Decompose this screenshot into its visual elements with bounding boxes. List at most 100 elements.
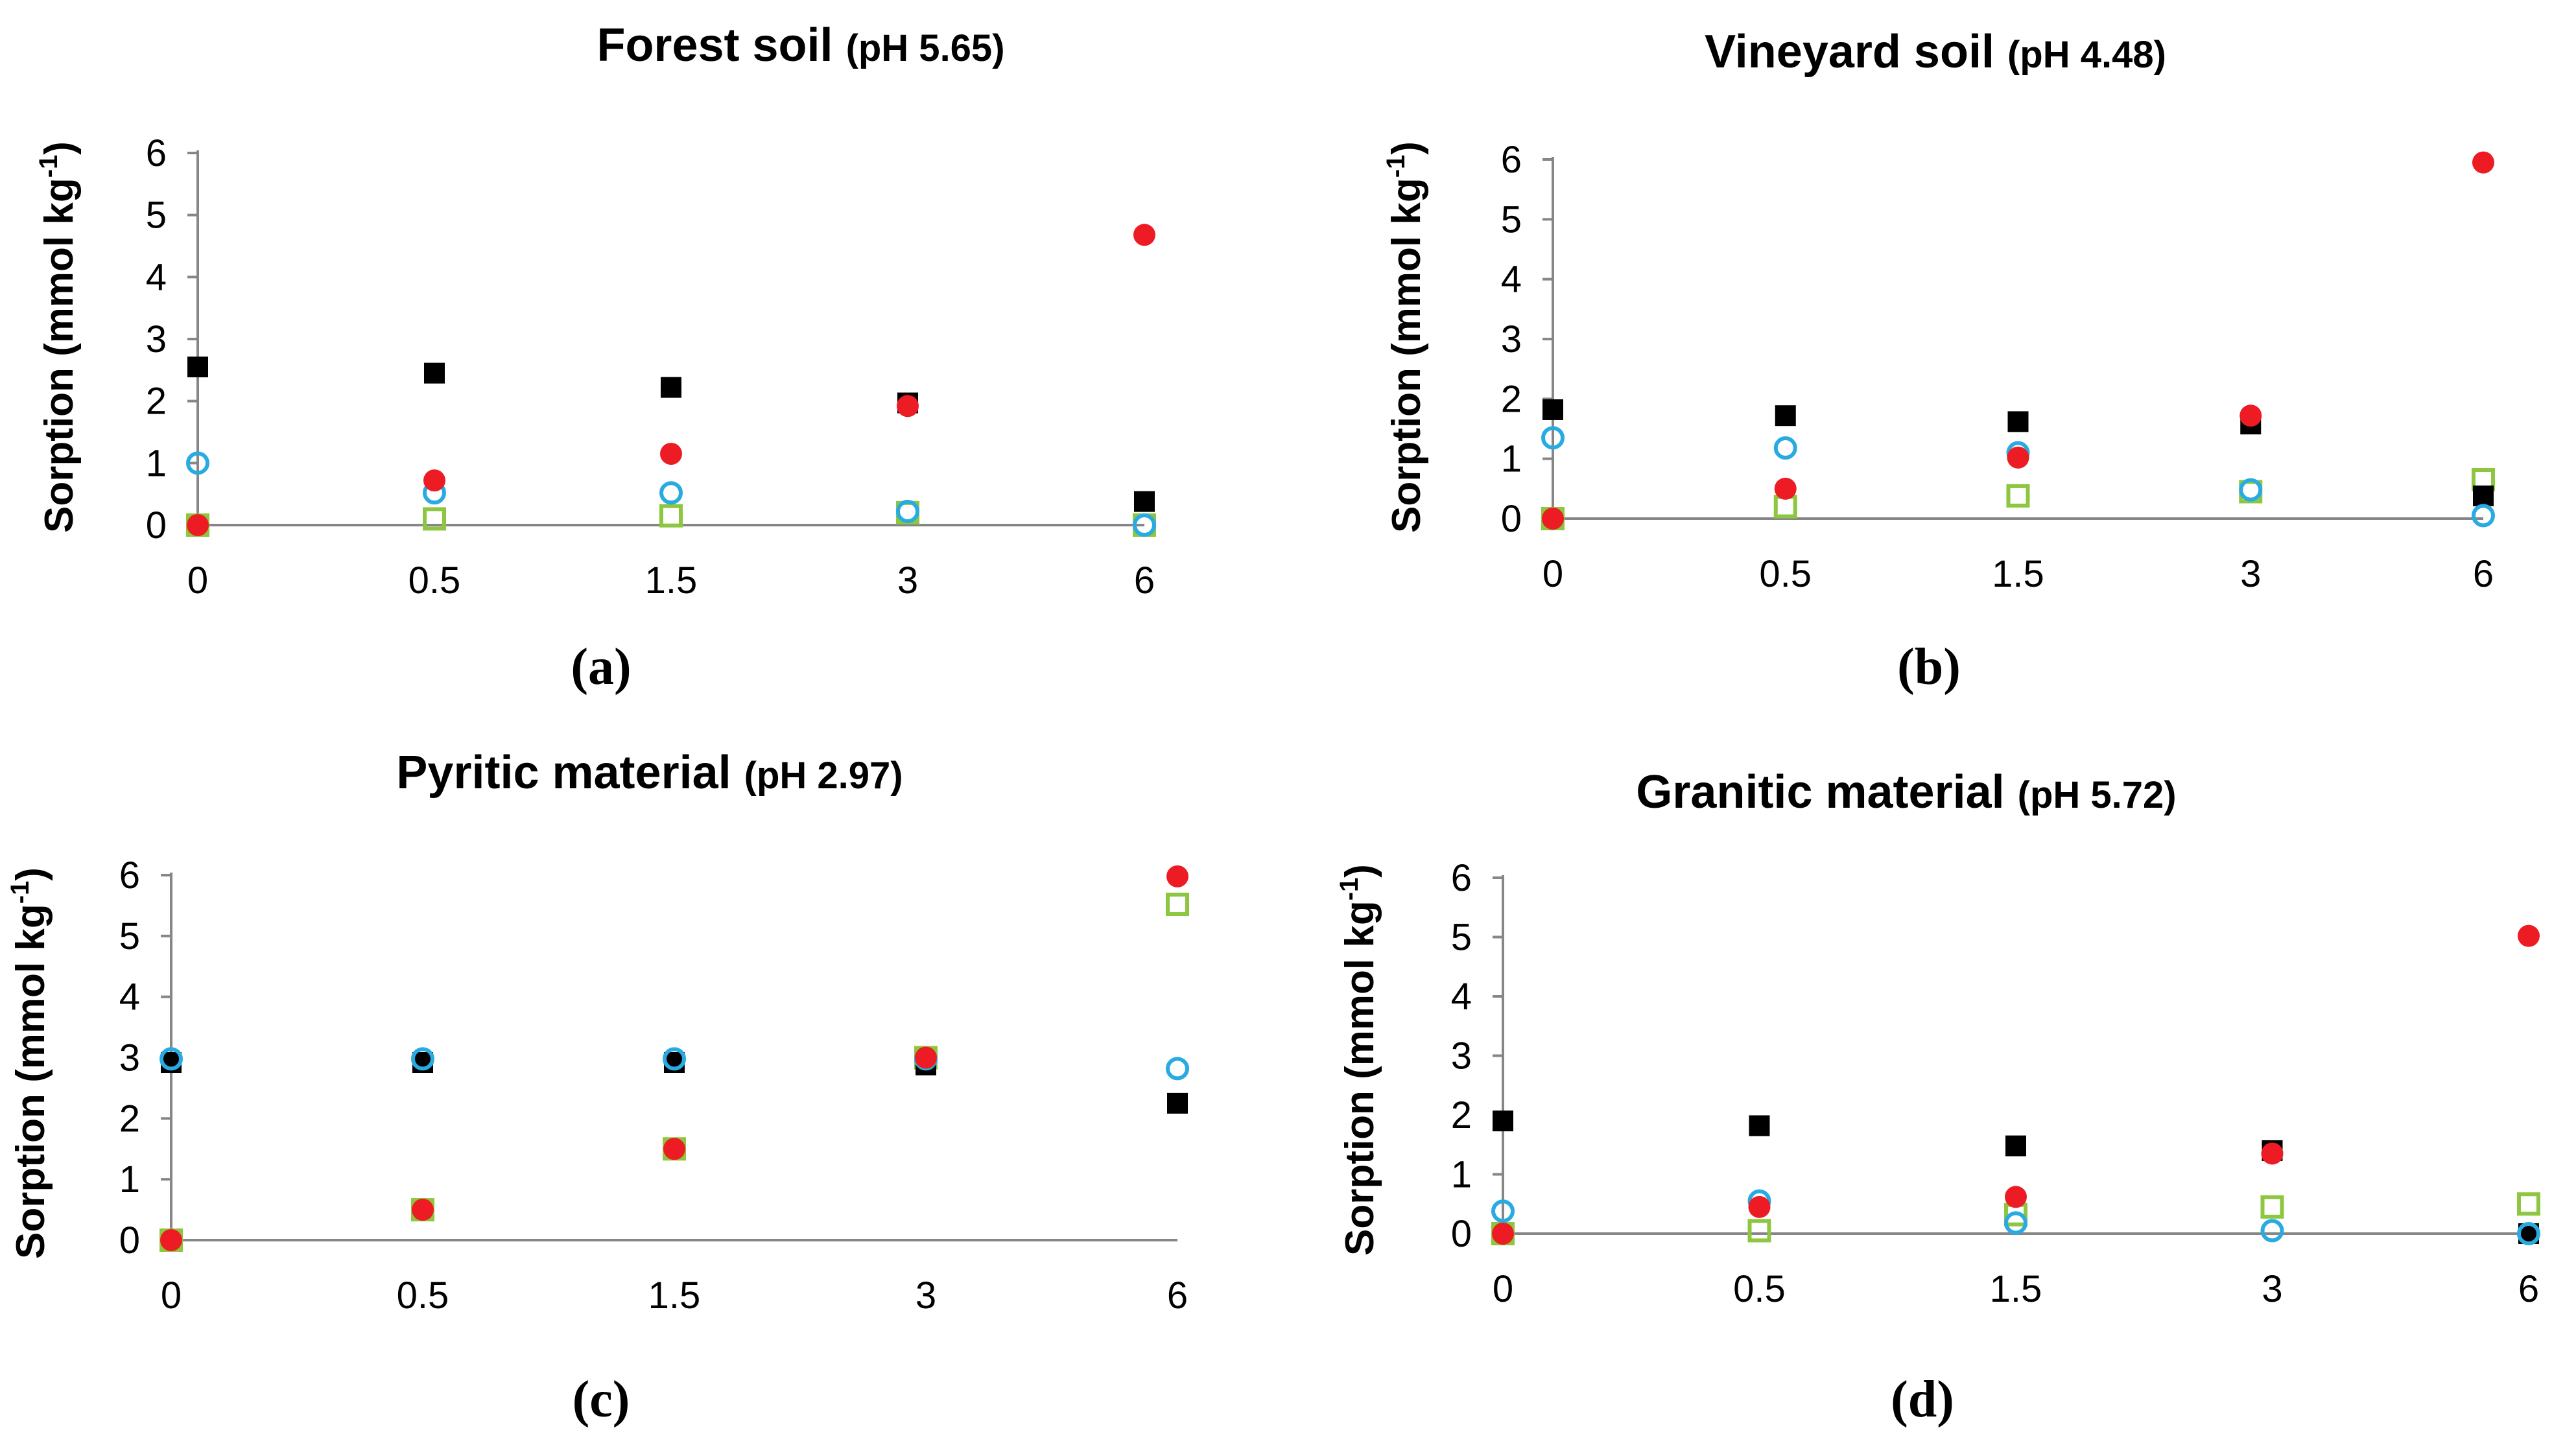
y-tick-label: 5	[119, 915, 140, 957]
data-point-red-circle	[2518, 924, 2540, 947]
data-point-red-circle	[412, 1199, 434, 1221]
x-tick-label: 3	[2240, 553, 2261, 595]
data-point-red-circle	[160, 1229, 182, 1251]
y-axis-label: Sorption (mmol kg-1)	[1382, 141, 1429, 533]
data-point-green-square	[1747, 1219, 1771, 1243]
x-tick-label: 6	[1134, 559, 1155, 602]
y-tick-label: 3	[1451, 1035, 1472, 1077]
chart-panel-2: 0 1 2 3 4 5 6 0 0.5 1.5 3 6 Vineyard soil (pH 4.48) S…	[1382, 26, 2495, 696]
chart-title: Pyritic material (pH 2.97)	[396, 747, 903, 799]
data-point-red-circle	[1774, 477, 1797, 500]
x-tick-label: 1.5	[645, 559, 698, 602]
panel-label: (c)	[573, 1371, 630, 1428]
data-point-black-square	[424, 362, 445, 384]
data-point-red-circle	[2261, 1142, 2284, 1165]
y-tick-label: 2	[1501, 378, 1522, 420]
x-tick-label: 6	[2518, 1268, 2539, 1310]
y-tick-label: 5	[1501, 198, 1522, 241]
panel-label: (a)	[571, 639, 631, 696]
data-point-black-square	[187, 357, 208, 378]
y-tick-label: 0	[146, 504, 167, 546]
chart-title: Granitic material (pH 5.72)	[1636, 766, 2176, 818]
data-point-blue-circle	[1773, 436, 1797, 460]
y-tick-label: 4	[146, 256, 167, 298]
data-point-black-square	[1134, 491, 1155, 512]
y-tick-label: 6	[119, 854, 140, 897]
data-point-black-square	[1775, 405, 1796, 427]
y-tick-label: 3	[146, 318, 167, 360]
data-point-blue-circle	[663, 1047, 686, 1071]
x-tick-label: 0	[187, 559, 208, 602]
data-point-blue-circle	[1166, 1057, 1189, 1081]
data-point-green-square	[1773, 495, 1797, 519]
y-tick-label: 0	[119, 1219, 140, 1262]
data-point-blue-circle	[2004, 1211, 2027, 1235]
data-point-red-circle	[2239, 405, 2262, 427]
panel-label: (b)	[1897, 639, 1961, 696]
data-point-red-circle	[423, 469, 445, 492]
data-point-blue-circle	[2260, 1219, 2284, 1243]
data-point-green-square	[423, 507, 446, 531]
y-tick-label: 5	[1451, 917, 1472, 959]
y-tick-label: 3	[119, 1037, 140, 1079]
y-tick-label: 6	[1501, 139, 1522, 181]
data-point-blue-circle	[2517, 1222, 2540, 1245]
data-point-red-circle	[1542, 508, 1564, 530]
y-tick-label: 4	[1451, 976, 1472, 1018]
data-point-green-square	[659, 504, 683, 528]
y-tick-label: 6	[1451, 857, 1472, 899]
data-point-blue-circle	[1541, 426, 1565, 450]
data-point-blue-circle	[2239, 478, 2263, 502]
y-tick-label: 4	[1501, 259, 1522, 301]
data-point-red-circle	[915, 1046, 937, 1069]
data-point-blue-circle	[1491, 1199, 1515, 1223]
x-tick-label: 0	[161, 1274, 182, 1317]
y-tick-label: 0	[1451, 1213, 1472, 1255]
y-tick-label: 1	[1451, 1154, 1472, 1196]
data-point-green-square	[2260, 1195, 2284, 1219]
panel-label: (d)	[1891, 1371, 1954, 1428]
y-tick-label: 2	[1451, 1094, 1472, 1136]
chart-title: Vineyard soil (pH 4.48)	[1705, 26, 2166, 78]
data-point-green-square	[2006, 484, 2030, 508]
x-tick-label: 3	[897, 559, 918, 602]
chart-title: Forest soil (pH 5.65)	[597, 19, 1004, 71]
data-point-red-circle	[2472, 151, 2494, 174]
y-tick-label: 1	[146, 442, 167, 484]
data-point-red-circle	[187, 514, 209, 536]
data-point-red-circle	[897, 395, 919, 417]
data-point-red-circle	[2007, 446, 2029, 469]
data-point-red-circle	[1133, 224, 1155, 246]
x-tick-label: 0.5	[408, 559, 461, 602]
data-point-blue-circle	[2472, 504, 2495, 528]
y-tick-label: 1	[1501, 438, 1522, 480]
data-point-black-square	[2473, 485, 2494, 506]
data-point-red-circle	[2005, 1186, 2027, 1208]
x-tick-label: 3	[2262, 1268, 2282, 1310]
data-point-black-square	[661, 377, 681, 398]
y-axis-label: Sorption (mmol kg-1)	[34, 141, 82, 533]
x-tick-label: 1.5	[1992, 553, 2044, 595]
y-axis-label: Sorption (mmol kg-1)	[1335, 864, 1382, 1256]
data-point-red-circle	[663, 1138, 685, 1160]
data-point-blue-circle	[160, 1047, 183, 1071]
data-point-blue-circle	[1133, 513, 1156, 537]
y-tick-label: 3	[1501, 318, 1522, 360]
data-point-black-square	[1493, 1110, 1513, 1132]
data-point-blue-circle	[186, 451, 209, 475]
y-tick-label: 2	[146, 381, 167, 423]
chart-panel-1: 0 1 2 3 4 5 6 0 0.5 1.5 3 6 Forest soil (pH 5.65) Sor…	[34, 19, 1156, 696]
data-point-blue-circle	[896, 499, 919, 523]
data-point-black-square	[1749, 1115, 1770, 1136]
data-point-blue-circle	[411, 1047, 434, 1071]
x-tick-label: 6	[2473, 553, 2494, 595]
data-point-black-square	[1542, 399, 1563, 420]
chart-panel-3: 0 1 2 3 4 5 6 0 0.5 1.5 3 6 Pyritic material (pH 2.9…	[6, 747, 1189, 1428]
y-tick-label: 5	[146, 194, 167, 237]
data-point-red-circle	[1748, 1195, 1771, 1218]
x-tick-label: 0	[1493, 1268, 1513, 1310]
y-tick-label: 1	[119, 1158, 140, 1201]
x-tick-label: 0	[1542, 553, 1563, 595]
y-tick-label: 2	[119, 1098, 140, 1140]
